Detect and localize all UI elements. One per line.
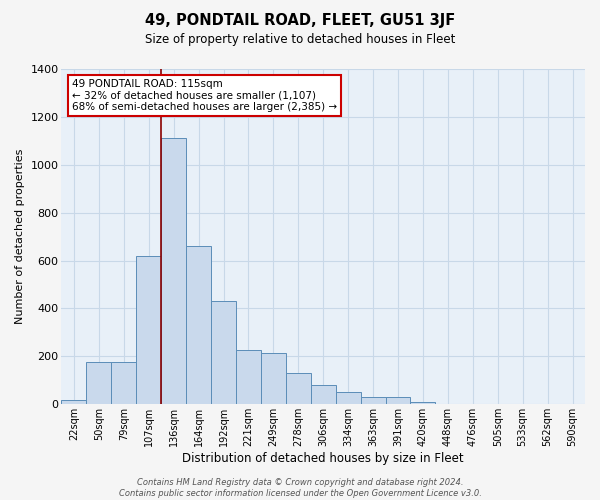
Bar — [186, 246, 211, 404]
Text: Size of property relative to detached houses in Fleet: Size of property relative to detached ho… — [145, 32, 455, 46]
Bar — [361, 397, 386, 404]
Bar — [286, 373, 311, 404]
Bar — [211, 302, 236, 405]
X-axis label: Distribution of detached houses by size in Fleet: Distribution of detached houses by size … — [182, 452, 464, 465]
Text: Contains HM Land Registry data © Crown copyright and database right 2024.
Contai: Contains HM Land Registry data © Crown c… — [119, 478, 481, 498]
Bar — [335, 392, 361, 404]
Bar — [136, 256, 161, 404]
Bar — [236, 350, 261, 405]
Bar — [386, 397, 410, 404]
Bar — [410, 402, 436, 404]
Bar — [311, 385, 335, 404]
Text: 49, PONDTAIL ROAD, FLEET, GU51 3JF: 49, PONDTAIL ROAD, FLEET, GU51 3JF — [145, 12, 455, 28]
Bar — [86, 362, 112, 405]
Bar — [261, 353, 286, 405]
Bar — [161, 138, 186, 404]
Text: 49 PONDTAIL ROAD: 115sqm
← 32% of detached houses are smaller (1,107)
68% of sem: 49 PONDTAIL ROAD: 115sqm ← 32% of detach… — [72, 79, 337, 112]
Bar — [61, 400, 86, 404]
Bar — [112, 362, 136, 405]
Y-axis label: Number of detached properties: Number of detached properties — [15, 149, 25, 324]
